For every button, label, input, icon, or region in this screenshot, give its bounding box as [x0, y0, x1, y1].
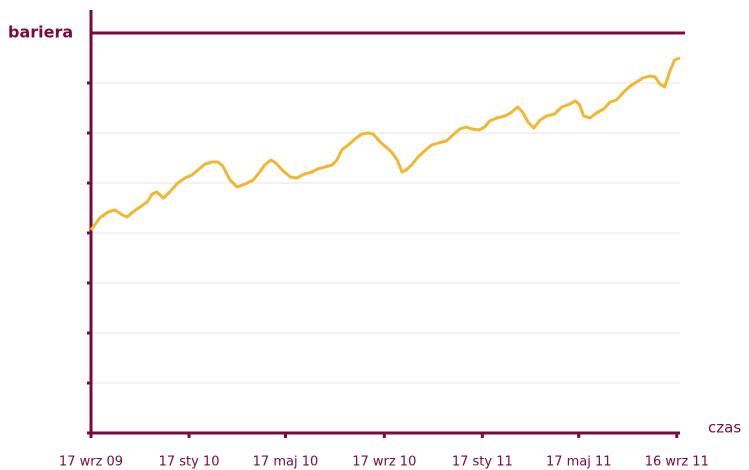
x-tick-label: 17 wrz 10 [352, 455, 416, 470]
data-line [89, 56, 681, 231]
barrier-label: bariera [8, 23, 73, 42]
x-tick-label: 17 sty 11 [452, 455, 513, 470]
x-tick-label: 17 wrz 09 [59, 455, 123, 470]
x-tick-label: 16 wrz 11 [645, 455, 709, 470]
x-tick-label: 17 maj 11 [546, 455, 612, 470]
x-tick-label: 17 maj 10 [253, 455, 319, 470]
x-tick-label: 17 sty 10 [159, 455, 220, 470]
x-axis-label: czas [708, 419, 741, 437]
